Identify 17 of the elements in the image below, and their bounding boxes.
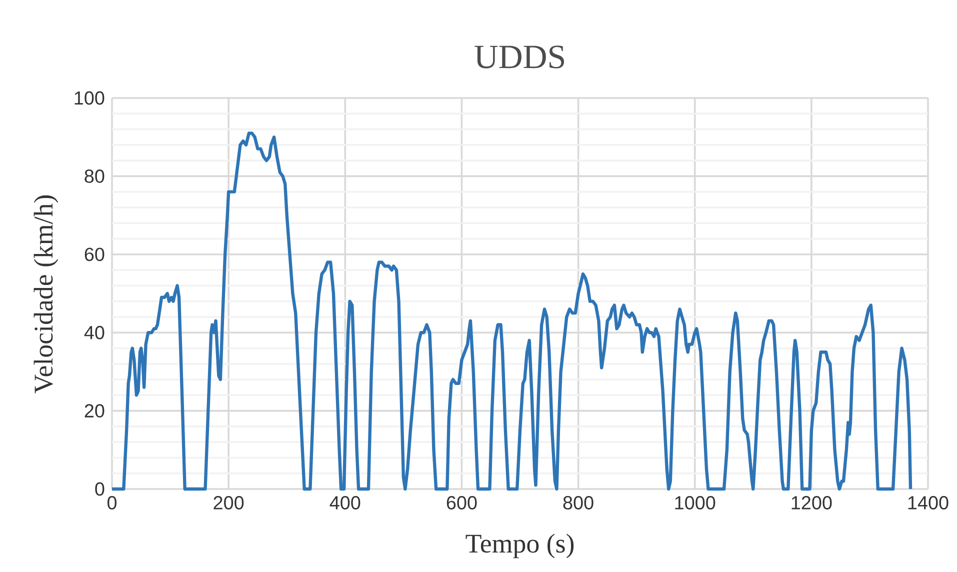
x-tick-label: 0 <box>107 496 117 510</box>
x-tick-label: 1400 <box>908 496 948 510</box>
x-tick-label: 800 <box>563 496 594 510</box>
y-tick-label: 80 <box>84 169 104 183</box>
y-axis-title: Velocidade (km/h) <box>34 195 58 394</box>
x-tick-label: 1000 <box>675 496 716 510</box>
chart-title: UDDS <box>474 46 564 68</box>
y-tick-label: 100 <box>74 91 104 105</box>
x-axis-title: Tempo (s) <box>466 534 574 558</box>
y-tick-label: 60 <box>84 248 104 262</box>
x-tick-label: 600 <box>446 496 477 510</box>
x-tick-label: 1200 <box>792 496 832 510</box>
x-tick-label: 200 <box>214 496 244 510</box>
y-tick-label: 0 <box>95 482 104 496</box>
y-tick-label: 20 <box>84 404 104 418</box>
x-tick-label: 400 <box>330 496 360 510</box>
y-tick-label: 40 <box>84 326 104 340</box>
